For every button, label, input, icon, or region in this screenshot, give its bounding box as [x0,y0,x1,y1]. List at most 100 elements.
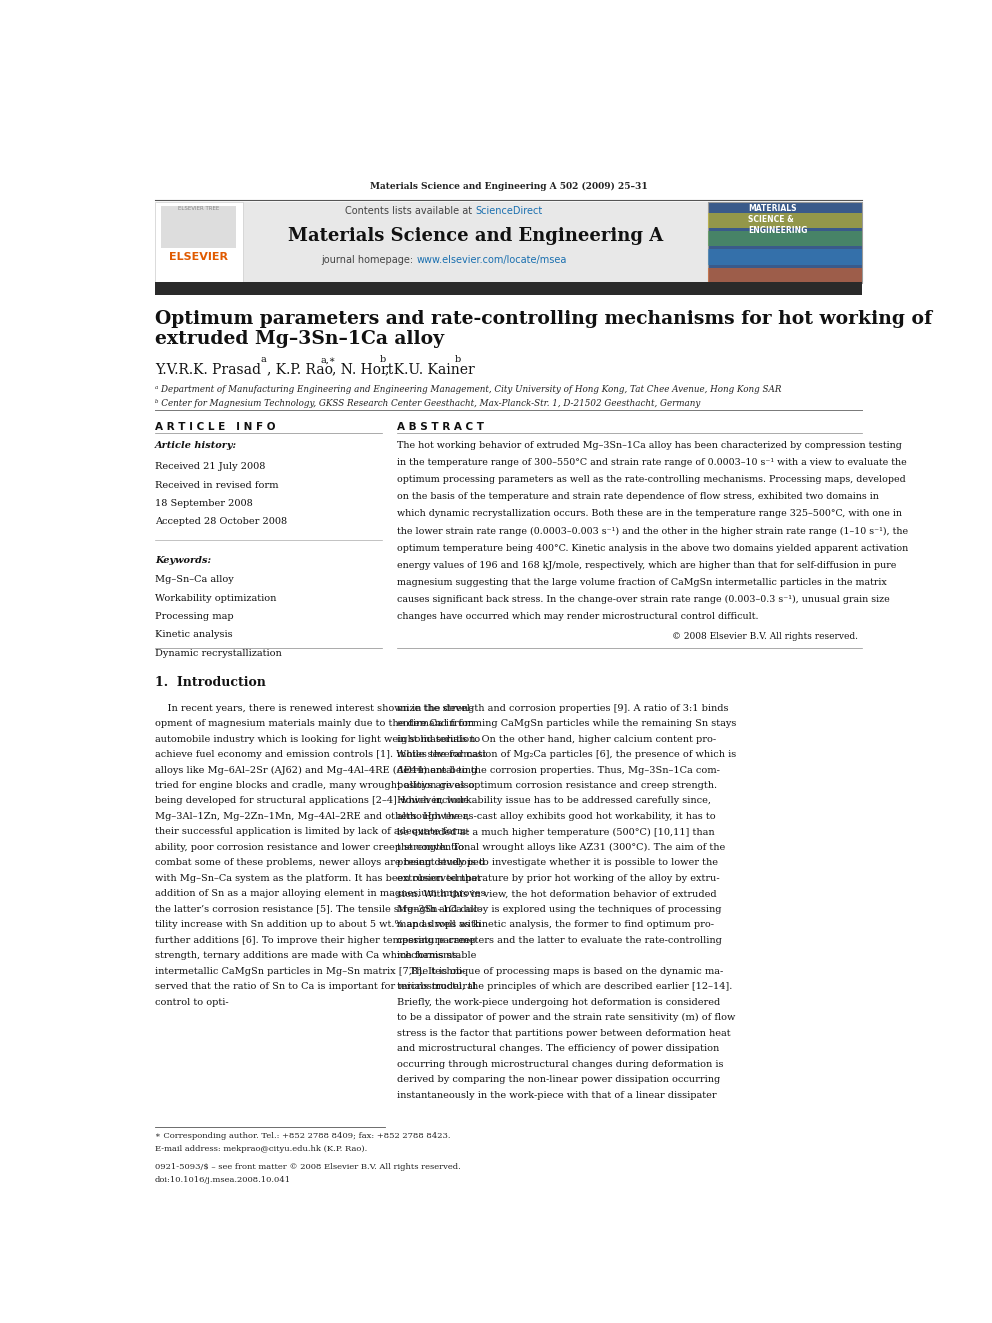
Text: present study is to investigate whether it is possible to lower the: present study is to investigate whether … [397,859,718,868]
FancyBboxPatch shape [708,250,862,265]
Text: 1.  Introduction: 1. Introduction [155,676,266,689]
Text: ELSEVIER: ELSEVIER [169,253,228,262]
Text: on the basis of the temperature and strain rate dependence of flow stress, exhib: on the basis of the temperature and stra… [397,492,879,501]
Text: causes significant back stress. In the change-over strain rate range (0.003–0.3 : causes significant back stress. In the c… [397,595,890,605]
Text: cessing parameters and the latter to evaluate the rate-controlling: cessing parameters and the latter to eva… [397,935,722,945]
FancyBboxPatch shape [161,205,236,249]
Text: In recent years, there is renewed interest shown in the devel-: In recent years, there is renewed intere… [155,704,473,713]
Text: map as well as kinetic analysis, the former to find optimum pro-: map as well as kinetic analysis, the for… [397,921,714,929]
Text: motes the formation of Mg₂Ca particles [6], the presence of which is: motes the formation of Mg₂Ca particles [… [397,750,736,759]
Text: Optimum parameters and rate-controlling mechanisms for hot working of: Optimum parameters and rate-controlling … [155,310,931,328]
Text: the latter’s corrosion resistance [5]. The tensile strength and duc-: the latter’s corrosion resistance [5]. T… [155,905,481,914]
Text: ᵇ Center for Magnesium Technology, GKSS Research Center Geesthacht, Max-Planck-S: ᵇ Center for Magnesium Technology, GKSS … [155,400,700,409]
Text: served that the ratio of Sn to Ca is important for microstructural: served that the ratio of Sn to Ca is imp… [155,982,476,991]
Text: although the as-cast alloy exhibits good hot workability, it has to: although the as-cast alloy exhibits good… [397,812,715,822]
Text: Materials Science and Engineering A 502 (2009) 25–31: Materials Science and Engineering A 502 … [370,183,647,192]
Text: www.elsevier.com/locate/msea: www.elsevier.com/locate/msea [417,254,566,265]
Text: , K.U. Kainer: , K.U. Kainer [386,363,475,377]
Text: in solid solution. On the other hand, higher calcium content pro-: in solid solution. On the other hand, hi… [397,734,716,744]
Text: A B S T R A C T: A B S T R A C T [397,422,484,431]
Text: in the temperature range of 300–550°C and strain rate range of 0.0003–10 s⁻¹ wit: in the temperature range of 300–550°C an… [397,458,907,467]
Text: their successful application is limited by lack of adequate form-: their successful application is limited … [155,827,469,836]
Text: A R T I C L E   I N F O: A R T I C L E I N F O [155,422,275,431]
Text: extruded Mg–3Sn–1Ca alloy: extruded Mg–3Sn–1Ca alloy [155,329,443,348]
Text: tility increase with Sn addition up to about 5 wt.% and drops with: tility increase with Sn addition up to a… [155,921,481,929]
Text: tried for engine blocks and cradle, many wrought alloys are also: tried for engine blocks and cradle, many… [155,781,474,790]
Text: 0921-5093/$ – see front matter © 2008 Elsevier B.V. All rights reserved.: 0921-5093/$ – see front matter © 2008 El… [155,1163,460,1171]
Text: which dynamic recrystallization occurs. Both these are in the temperature range : which dynamic recrystallization occurs. … [397,509,902,519]
Text: © 2008 Elsevier B.V. All rights reserved.: © 2008 Elsevier B.V. All rights reserved… [673,632,858,642]
FancyBboxPatch shape [708,267,862,283]
Text: a,∗: a,∗ [320,356,335,364]
Text: Workability optimization: Workability optimization [155,594,276,603]
Text: terials model, the principles of which are described earlier [12–14].: terials model, the principles of which a… [397,982,732,991]
Text: the lower strain rate range (0.0003–0.003 s⁻¹) and the other in the higher strai: the lower strain rate range (0.0003–0.00… [397,527,908,536]
Text: intermetallic CaMgSn particles in Mg–Sn matrix [7,8]. It is ob-: intermetallic CaMgSn particles in Mg–Sn … [155,967,465,976]
Text: optimum temperature being 400°C. Kinetic analysis in the above two domains yield: optimum temperature being 400°C. Kinetic… [397,544,908,553]
Text: position gives optimum corrosion resistance and creep strength.: position gives optimum corrosion resista… [397,781,717,790]
FancyBboxPatch shape [155,282,862,295]
Text: control to opti-: control to opti- [155,998,228,1007]
FancyBboxPatch shape [708,232,862,246]
Text: E-mail address: mekprao@cityu.edu.hk (K.P. Rao).: E-mail address: mekprao@cityu.edu.hk (K.… [155,1144,367,1152]
Text: Dynamic recrystallization: Dynamic recrystallization [155,648,282,658]
Text: Briefly, the work-piece undergoing hot deformation is considered: Briefly, the work-piece undergoing hot d… [397,998,720,1007]
Text: combat some of these problems, newer alloys are being developed: combat some of these problems, newer all… [155,859,485,868]
Text: mechanisms.: mechanisms. [397,951,461,960]
Text: , N. Hort: , N. Hort [331,363,393,377]
FancyBboxPatch shape [243,201,708,283]
Text: achieve fuel economy and emission controls [1]. While several cast: achieve fuel economy and emission contro… [155,750,486,759]
Text: doi:10.1016/j.msea.2008.10.041: doi:10.1016/j.msea.2008.10.041 [155,1176,291,1184]
Text: opment of magnesium materials mainly due to the demand from: opment of magnesium materials mainly due… [155,720,473,728]
Text: a: a [261,356,267,364]
FancyBboxPatch shape [708,201,862,283]
Text: ᵃ Department of Manufacturing Engineering and Engineering Management, City Unive: ᵃ Department of Manufacturing Engineerin… [155,385,782,394]
Text: Contents lists available at: Contents lists available at [345,205,475,216]
Text: to be a dissipator of power and the strain rate sensitivity (m) of flow: to be a dissipator of power and the stra… [397,1013,735,1023]
Text: extrusion temperature by prior hot working of the alloy by extru-: extrusion temperature by prior hot worki… [397,875,719,882]
Text: ability, poor corrosion resistance and lower creep strength. To: ability, poor corrosion resistance and l… [155,843,464,852]
Text: ScienceDirect: ScienceDirect [475,205,543,216]
Text: ELSEVIER TREE: ELSEVIER TREE [178,205,219,210]
Text: journal homepage:: journal homepage: [320,254,417,265]
Text: entire Ca in forming CaMgSn particles while the remaining Sn stays: entire Ca in forming CaMgSn particles wh… [397,720,736,728]
Text: optimum processing parameters as well as the rate-controlling mechanisms. Proces: optimum processing parameters as well as… [397,475,906,484]
Text: The hot working behavior of extruded Mg–3Sn–1Ca alloy has been characterized by : The hot working behavior of extruded Mg–… [397,441,902,450]
Text: The technique of processing maps is based on the dynamic ma-: The technique of processing maps is base… [397,967,723,976]
Text: Kinetic analysis: Kinetic analysis [155,631,232,639]
Text: b: b [454,356,461,364]
FancyBboxPatch shape [155,201,243,283]
Text: MATERIALS
SCIENCE &
ENGINEERING: MATERIALS SCIENCE & ENGINEERING [748,204,807,234]
Text: mize the strength and corrosion properties [9]. A ratio of 3:1 binds: mize the strength and corrosion properti… [397,704,728,713]
Text: derived by comparing the non-linear power dissipation occurring: derived by comparing the non-linear powe… [397,1076,720,1084]
FancyBboxPatch shape [708,213,862,228]
Text: Received 21 July 2008: Received 21 July 2008 [155,462,265,471]
Text: Received in revised form: Received in revised form [155,480,278,490]
Text: sion. With this in view, the hot deformation behavior of extruded: sion. With this in view, the hot deforma… [397,889,716,898]
Text: automobile industry which is looking for light weight materials to: automobile industry which is looking for… [155,734,480,744]
Text: being developed for structural applications [2–4] which include: being developed for structural applicati… [155,796,468,806]
Text: changes have occurred which may render microstructural control difficult.: changes have occurred which may render m… [397,613,759,620]
Text: magnesium suggesting that the large volume fraction of CaMgSn intermetallic part: magnesium suggesting that the large volu… [397,578,887,587]
Text: instantaneously in the work-piece with that of a linear dissipater: instantaneously in the work-piece with t… [397,1090,716,1099]
Text: stress is the factor that partitions power between deformation heat: stress is the factor that partitions pow… [397,1029,730,1037]
Text: strength, ternary additions are made with Ca which forms stable: strength, ternary additions are made wit… [155,951,476,960]
Text: addition of Sn as a major alloying element in magnesium improves: addition of Sn as a major alloying eleme… [155,889,485,898]
Text: with Mg–Sn–Ca system as the platform. It has been observed that: with Mg–Sn–Ca system as the platform. It… [155,875,480,882]
Text: occurring through microstructural changes during deformation is: occurring through microstructural change… [397,1060,723,1069]
Text: be extruded at a much higher temperature (500°C) [10,11] than: be extruded at a much higher temperature… [397,827,714,836]
Text: However, workability issue has to be addressed carefully since,: However, workability issue has to be add… [397,796,711,806]
Text: 18 September 2008: 18 September 2008 [155,499,253,508]
Text: the conventional wrought alloys like AZ31 (300°C). The aim of the: the conventional wrought alloys like AZ3… [397,843,725,852]
Text: Article history:: Article history: [155,441,237,450]
Text: further additions [6]. To improve their higher temperature creep: further additions [6]. To improve their … [155,935,476,945]
Text: Mg–Sn–Ca alloy: Mg–Sn–Ca alloy [155,576,233,585]
Text: Mg–3Sn–1Ca alloy is explored using the techniques of processing: Mg–3Sn–1Ca alloy is explored using the t… [397,905,721,914]
Text: Materials Science and Engineering A: Materials Science and Engineering A [288,228,663,245]
Text: energy values of 196 and 168 kJ/mole, respectively, which are higher than that f: energy values of 196 and 168 kJ/mole, re… [397,561,897,570]
Text: Processing map: Processing map [155,613,233,620]
Text: and microstructural changes. The efficiency of power dissipation: and microstructural changes. The efficie… [397,1044,719,1053]
Text: Keywords:: Keywords: [155,556,211,565]
Text: Accepted 28 October 2008: Accepted 28 October 2008 [155,517,287,527]
Text: , K.P. Rao: , K.P. Rao [267,363,333,377]
